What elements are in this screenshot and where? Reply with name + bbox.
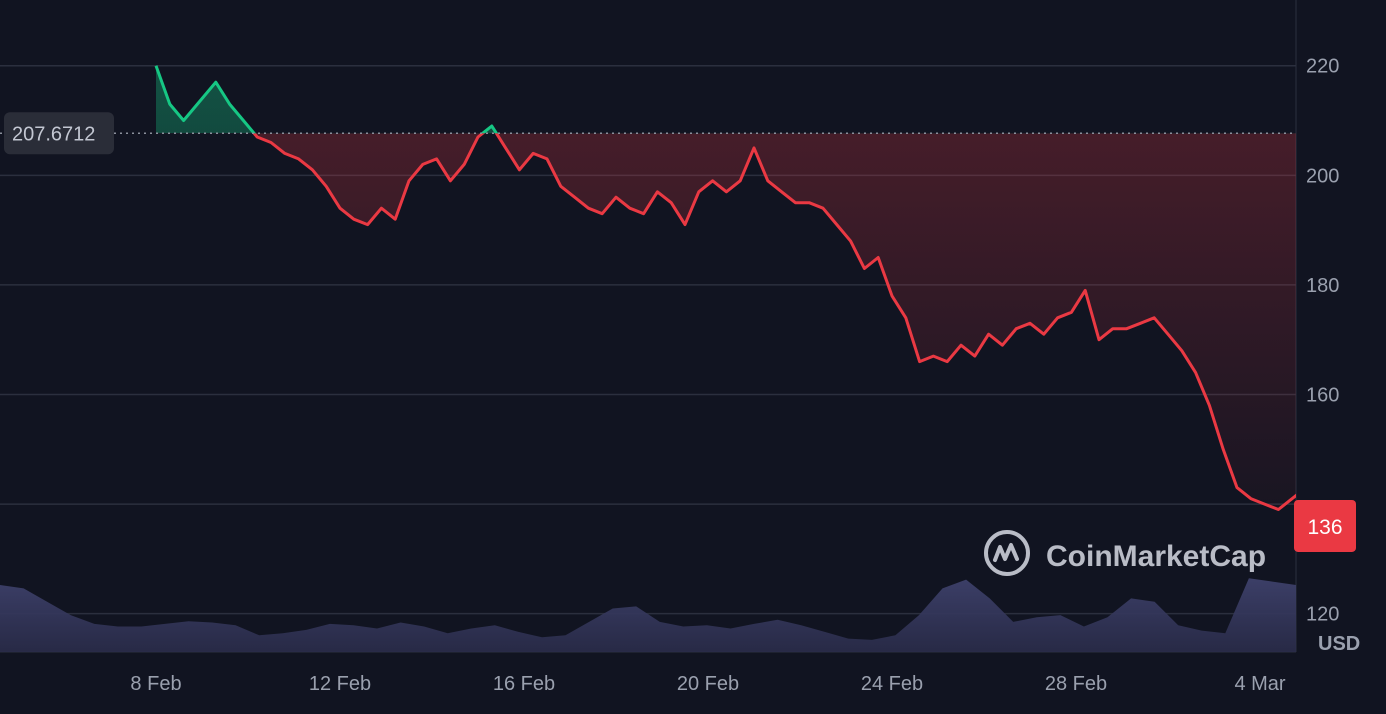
x-axis: 8 Feb 12 Feb 16 Feb 20 Feb 24 Feb 28 Feb 4 Mar bbox=[130, 673, 1285, 695]
x-tick-label: 20 Feb bbox=[677, 673, 739, 695]
x-tick-label: 12 Feb bbox=[309, 673, 371, 695]
x-tick-label: 8 Feb bbox=[130, 673, 181, 695]
y-tick-label: 160 bbox=[1306, 384, 1339, 406]
grid-lines bbox=[0, 64, 1296, 615]
x-tick-label: 24 Feb bbox=[861, 673, 923, 695]
volume-shape bbox=[0, 578, 1296, 652]
x-tick-label: 28 Feb bbox=[1045, 673, 1107, 695]
x-tick-label: 16 Feb bbox=[493, 673, 555, 695]
last-price-badge: 136 bbox=[1294, 499, 1356, 552]
y-tick-label: 200 bbox=[1306, 165, 1339, 187]
price-fill-below bbox=[156, 133, 1296, 510]
y-tick-label: 220 bbox=[1306, 56, 1339, 78]
price-line bbox=[154, 65, 1296, 511]
coinmarketcap-watermark: CoinMarketCap bbox=[984, 530, 1266, 576]
y-tick-label: 180 bbox=[1306, 275, 1339, 297]
price-fill bbox=[156, 65, 1296, 510]
watermark-text: CoinMarketCap bbox=[1046, 540, 1266, 573]
reference-value-label: 207.6712 bbox=[12, 123, 95, 145]
y-tick-label: 120 bbox=[1306, 604, 1339, 626]
coinmarketcap-logo-icon bbox=[984, 530, 1030, 576]
y-axis: 220 200 180 160 120 bbox=[1306, 56, 1339, 626]
x-tick-label: 4 Mar bbox=[1234, 673, 1285, 695]
price-line-down bbox=[252, 133, 1296, 511]
currency-unit-label: USD bbox=[1318, 633, 1360, 655]
price-fill-above bbox=[156, 65, 497, 134]
last-price-label: 136 bbox=[1307, 516, 1342, 539]
reference-badge: 207.6712 bbox=[4, 112, 114, 155]
volume-area bbox=[0, 578, 1296, 652]
